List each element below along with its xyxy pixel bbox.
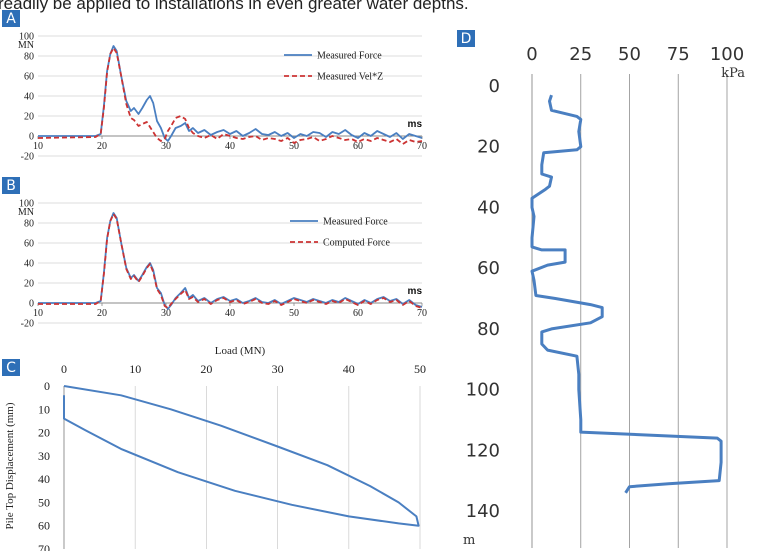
series-line-2	[38, 213, 423, 309]
y-tick-label: 60	[477, 258, 500, 279]
series-line-1	[38, 45, 423, 142]
x-tick-label: 40	[225, 308, 235, 319]
legend-entry-1: Measured Force	[323, 217, 388, 228]
x-tick-label: 30	[161, 308, 171, 319]
panel-c: C Load (MN) 0 10 20 30 40 50 0 10 20 30 40 50 60 70 Pile…	[2, 345, 426, 551]
x-tick-label: 30	[161, 141, 171, 152]
legend-entry-1: Measured Force	[317, 51, 382, 62]
y-tick-label: 50	[38, 495, 50, 509]
panel-label-bg	[2, 10, 20, 27]
y-tick-label: 60	[24, 239, 34, 250]
series-line-1	[38, 212, 423, 310]
y-tick-label: -20	[21, 152, 34, 163]
y-tick-label: 0	[29, 299, 34, 310]
x-unit-label: ms	[408, 286, 423, 297]
x-tick-label: 70	[417, 308, 427, 319]
x-tick-label: 60	[353, 308, 363, 319]
y-tick-label: 70	[38, 542, 50, 551]
y-unit-label: MN	[18, 40, 34, 51]
y-unit-label: MN	[18, 207, 34, 218]
y-tick-label: 120	[466, 440, 500, 461]
x-tick-label: 20	[97, 141, 107, 152]
y-tick-label: 100	[466, 380, 500, 401]
y-tick-label: 60	[38, 519, 50, 533]
panel-label: A	[6, 11, 16, 27]
x-tick-label: 20	[200, 362, 212, 376]
series-line-2	[37, 47, 423, 145]
y-tick-label: 20	[24, 279, 34, 290]
y-unit-label: m	[463, 533, 475, 548]
legend-entry-2: Computed Force	[323, 238, 390, 249]
y-tick-label: -20	[21, 319, 34, 330]
x-tick-label: 10	[33, 141, 43, 152]
x-tick-label: 100	[710, 44, 744, 65]
x-unit-label: ms	[408, 119, 423, 130]
header-text: readily be applied to installations in e…	[0, 0, 469, 13]
y-tick-label: 40	[24, 92, 34, 103]
x-tick-label: 40	[343, 362, 355, 376]
panel-label: C	[6, 360, 16, 376]
y-tick-label: 140	[466, 501, 500, 522]
x-tick-label: 40	[225, 141, 235, 152]
y-tick-label: 0	[489, 76, 500, 97]
y-tick-label: 100	[19, 199, 34, 210]
legend-entry-2: Measured Vel*Z	[317, 72, 383, 83]
x-tick-label: 25	[569, 44, 592, 65]
panel-label-bg	[457, 30, 475, 47]
y-tick-label: 20	[24, 112, 34, 123]
x-tick-label: 20	[97, 308, 107, 319]
series-line-1	[530, 94, 723, 494]
y-tick-label: 30	[38, 449, 50, 463]
y-tick-label: 0	[29, 132, 34, 143]
y-tick-label: 20	[477, 137, 500, 158]
y-tick-label: 80	[24, 52, 34, 63]
x-tick-label: 50	[289, 141, 299, 152]
x-tick-label: 30	[272, 362, 284, 376]
chart-title: Load (MN)	[215, 345, 266, 357]
x-tick-label: 75	[667, 44, 690, 65]
x-unit-label: kPa	[721, 66, 745, 81]
panel-label-bg	[2, 359, 20, 376]
y-tick-label: 0	[44, 379, 50, 393]
x-tick-label: 10	[129, 362, 141, 376]
y-tick-label: 100	[19, 32, 34, 43]
x-tick-label: 10	[33, 308, 43, 319]
x-tick-label: 50	[414, 362, 426, 376]
y-tick-label: 80	[24, 219, 34, 230]
y-tick-label: 60	[24, 72, 34, 83]
series-line-1	[63, 385, 420, 527]
y-tick-label: 20	[38, 426, 50, 440]
y-tick-label: 40	[38, 472, 50, 486]
y-tick-label: 80	[477, 319, 500, 340]
y-tick-label: 10	[38, 402, 50, 416]
x-tick-label: 50	[618, 44, 641, 65]
panel-label: B	[6, 178, 16, 194]
x-tick-label: 60	[353, 141, 363, 152]
x-tick-label: 0	[526, 44, 537, 65]
x-tick-label: 50	[289, 308, 299, 319]
x-tick-label: 70	[417, 141, 427, 152]
y-tick-label: 40	[477, 197, 500, 218]
x-tick-label: 0	[61, 362, 67, 376]
y-tick-label: 40	[24, 259, 34, 270]
panel-label-bg	[2, 177, 20, 194]
panel-label: D	[461, 31, 472, 47]
y-axis-label: Pile Top Displacement (mm)	[4, 402, 16, 529]
